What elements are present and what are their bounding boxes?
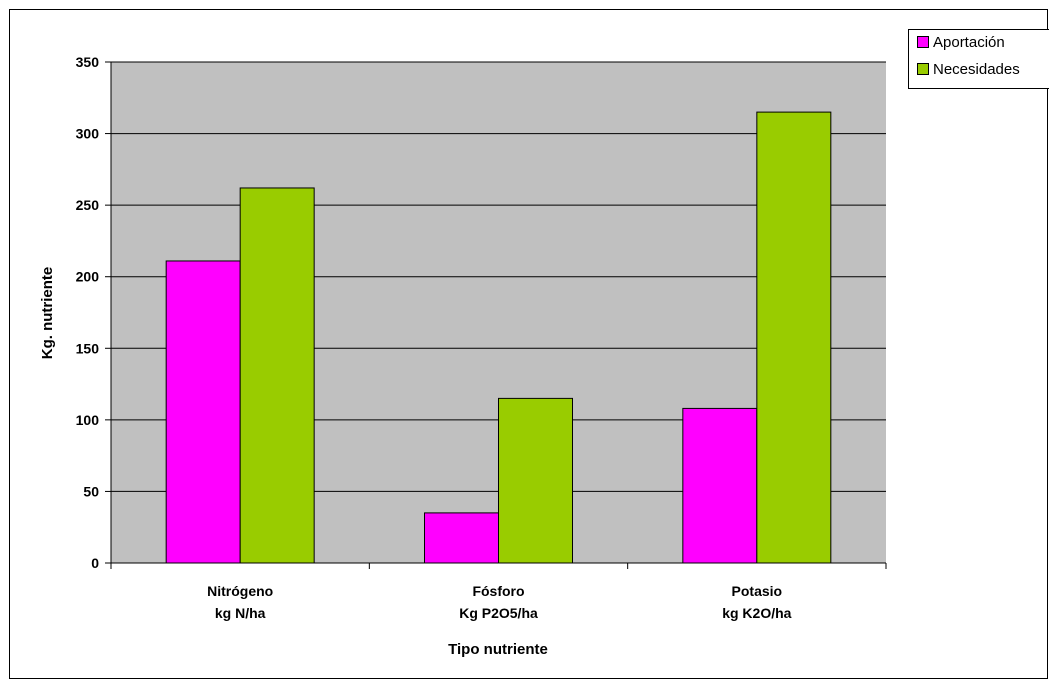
bar-aportaci-n-1 <box>424 512 499 564</box>
y-tick-label: 300 <box>76 126 100 142</box>
legend-swatch-necesidades <box>917 63 929 76</box>
x-tick-label: kg K2O/ha <box>722 605 791 621</box>
legend-item-necesidades: Necesidades <box>917 61 1020 79</box>
y-tick-labels: 0 50 100 150 200 250 300 350 <box>76 54 100 571</box>
bar-aportaci-n-0 <box>165 260 241 564</box>
legend-label-necesidades: Necesidades <box>933 61 1020 79</box>
bar-necesidades-0 <box>239 187 315 564</box>
legend-swatch-aportacion <box>917 36 929 49</box>
x-tick-labels: Nitrógeno kg N/ha Fósforo Kg P2O5/ha Potasio… <box>207 583 792 621</box>
y-tick-label: 350 <box>76 54 100 70</box>
axes <box>105 61 887 569</box>
y-tick-label: 50 <box>83 483 99 499</box>
legend-label-aportacion: Aportación <box>933 34 1005 52</box>
bar-necesidades-1 <box>498 397 573 564</box>
legend: Aportación Necesidades <box>908 29 1049 89</box>
y-tick-label: 200 <box>76 269 100 285</box>
x-tick-label: Nitrógeno <box>207 583 273 599</box>
y-tick-label: 0 <box>91 555 99 571</box>
x-tick-label: kg N/ha <box>215 605 266 621</box>
y-tick-label: 150 <box>76 340 100 356</box>
bar-necesidades-2 <box>756 111 832 564</box>
x-tick-label: Potasio <box>732 583 783 599</box>
y-axis-title: Kg. nutriente <box>39 267 56 360</box>
x-tick-label: Kg P2O5/ha <box>459 605 538 621</box>
bar-aportaci-n-2 <box>682 407 758 564</box>
x-axis-title: Tipo nutriente <box>448 641 548 658</box>
y-tick-label: 250 <box>76 197 100 213</box>
legend-item-aportacion: Aportación <box>917 34 1005 52</box>
x-tick-label: Fósforo <box>472 583 524 599</box>
y-tick-label: 100 <box>76 412 100 428</box>
